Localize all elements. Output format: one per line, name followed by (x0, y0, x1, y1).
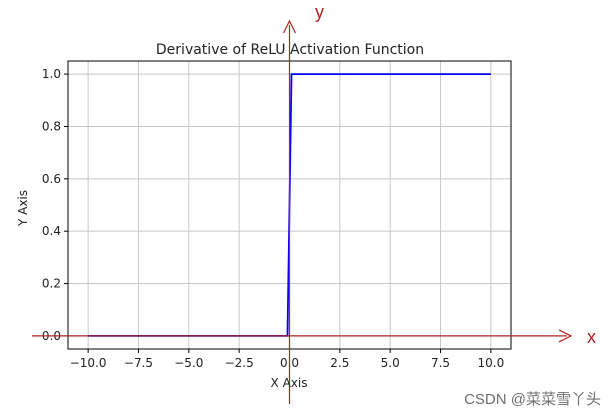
y-tick-label: 0.2 (42, 277, 61, 291)
y-arrow-label: y (315, 2, 324, 22)
y-tick-label: 0.6 (42, 172, 61, 186)
y-tick-label: 1.0 (42, 67, 61, 81)
x-tick-label: −5.0 (174, 356, 203, 370)
x-tick-label: 5.0 (381, 356, 400, 370)
y-axis-label: Y Axis (16, 190, 30, 227)
x-tick-label: 10.0 (478, 356, 505, 370)
overlay-layer (32, 19, 573, 404)
watermark: CSDN @菜菜雪丫头 (464, 391, 601, 408)
tick-layer: −10.0 −7.5 −5.0 −2.5 0.0 2.5 5.0 7.5 10.00.00.20… (42, 67, 504, 370)
chart-title: Derivative of ReLU Activation Function (156, 42, 424, 58)
x-tick-label: −2.5 (225, 356, 254, 370)
x-tick-label: −10.0 (70, 356, 107, 370)
x-axis-label: X Axis (271, 376, 308, 390)
x-tick-label: 7.5 (431, 356, 450, 370)
y-tick-label: 0.8 (42, 119, 61, 133)
x-tick-label: 2.5 (330, 356, 349, 370)
x-axis-arrow-head (558, 329, 573, 343)
y-axis-arrow-head (282, 19, 297, 34)
y-tick-label: 0.4 (42, 224, 61, 238)
x-arrow-label: x (587, 327, 596, 347)
x-tick-label: −7.5 (124, 356, 153, 370)
